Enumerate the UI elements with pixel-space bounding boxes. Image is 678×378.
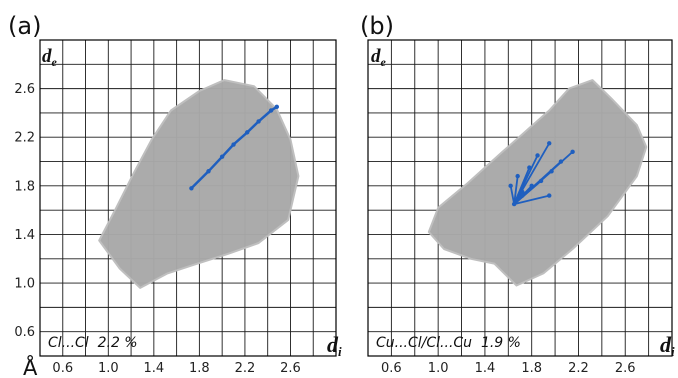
unit-label: Å (23, 354, 38, 378)
panel-b-x-tick-label: 1.8 (521, 361, 542, 376)
panel-a-y-ticks: 0.6 1.0 1.4 1.8 2.2 2.6 (14, 82, 35, 340)
panel-a-x-tick-label: 1.0 (98, 361, 119, 376)
panel-a-blue-point (231, 142, 236, 147)
panel-b-blue-point (508, 183, 513, 189)
panel-a-y-tick-label: 0.6 (14, 325, 35, 340)
panel-b-frame (367, 39, 673, 357)
panel-b-label: (b) (360, 12, 394, 40)
panel-a-blue-point (206, 169, 211, 174)
panel-b-blue-point (570, 149, 575, 155)
panel-b-blue-point (515, 173, 520, 179)
panel-a-y-tick-label: 2.6 (14, 82, 35, 97)
panel-b-x-tick-label: 2.2 (568, 361, 589, 376)
panel-b-x-ticks: 0.6 1.0 1.4 1.8 2.2 2.6 (381, 361, 636, 376)
panel-b-xlabel: di (660, 332, 675, 359)
panel-b-blue-point (547, 193, 552, 198)
panel-a-blue-point (189, 186, 194, 191)
panel-a-y-tick-label: 1.8 (14, 179, 35, 194)
panel-b-x-tick-label: 2.6 (615, 361, 636, 376)
panel-b-x-tick-label: 1.0 (428, 361, 449, 376)
panel-b-blue-point (547, 141, 552, 146)
panel-a-y-tick-label: 1.0 (14, 277, 35, 292)
panel-a-blue-spike (190, 105, 279, 190)
panel-a-y-tick-label: 2.2 (14, 131, 35, 146)
panel-a-x-tick-label: 2.2 (235, 361, 256, 376)
panel-b-blue-point (549, 169, 554, 174)
panel-b-series-blue (508, 141, 575, 207)
panel-b-blue-point (511, 201, 517, 207)
panel-a-x-ticks: 0.6 1.0 1.4 1.8 2.2 2.6 (52, 361, 300, 376)
panel-b-blue-point (520, 193, 525, 198)
panel-b-blue-ray (513, 194, 550, 205)
panel-b-blue-point (558, 159, 564, 164)
panel-b-annotation: Cu...Cl/Cl...Cu 1.9 % (376, 335, 521, 351)
panel-a-xlabel: di (327, 332, 342, 359)
panel-a-series-blue (189, 104, 279, 191)
panel-a-blue-point (268, 108, 274, 113)
panel-a-ylabel: de (42, 46, 58, 69)
panel-b-blue-point (529, 183, 534, 189)
panel-b-blue-point (520, 189, 525, 195)
panel-a-label: (a) (8, 12, 41, 40)
panel-a-blue-point (245, 130, 250, 135)
panel-a-x-tick-label: 1.8 (189, 361, 210, 376)
panel-b-blue-point (538, 178, 544, 184)
panel-b-x-tick-label: 0.6 (381, 361, 402, 376)
panel-a-blue-point (274, 104, 279, 110)
panel-b-blue-ray (513, 167, 531, 205)
panel-a-plot: de di Cl...Cl 2.2 % (39, 39, 342, 359)
panel-a-y-tick-label: 1.4 (14, 228, 35, 243)
panel-a-annotation: Cl...Cl 2.2 % (48, 335, 138, 351)
panel-b-ylabel: de (371, 46, 387, 69)
panel-b-blue-ray (513, 176, 519, 205)
panel-b-x-tick-label: 1.4 (475, 361, 496, 376)
panel-a-frame (39, 39, 337, 357)
panel-a-blue-point (219, 154, 225, 159)
panel-a-x-tick-label: 2.6 (280, 361, 301, 376)
panel-b-blue-ray (509, 185, 516, 205)
panel-a-x-tick-label: 0.6 (52, 361, 73, 376)
panel-a-blue-point (256, 119, 261, 124)
panel-b-blue-point (535, 153, 540, 158)
panel-b-blue-point (527, 165, 532, 170)
panel-b-plot: de di Cu...Cl/Cl...Cu 1.9 % (367, 39, 675, 359)
panel-a-x-tick-label: 1.4 (144, 361, 165, 376)
